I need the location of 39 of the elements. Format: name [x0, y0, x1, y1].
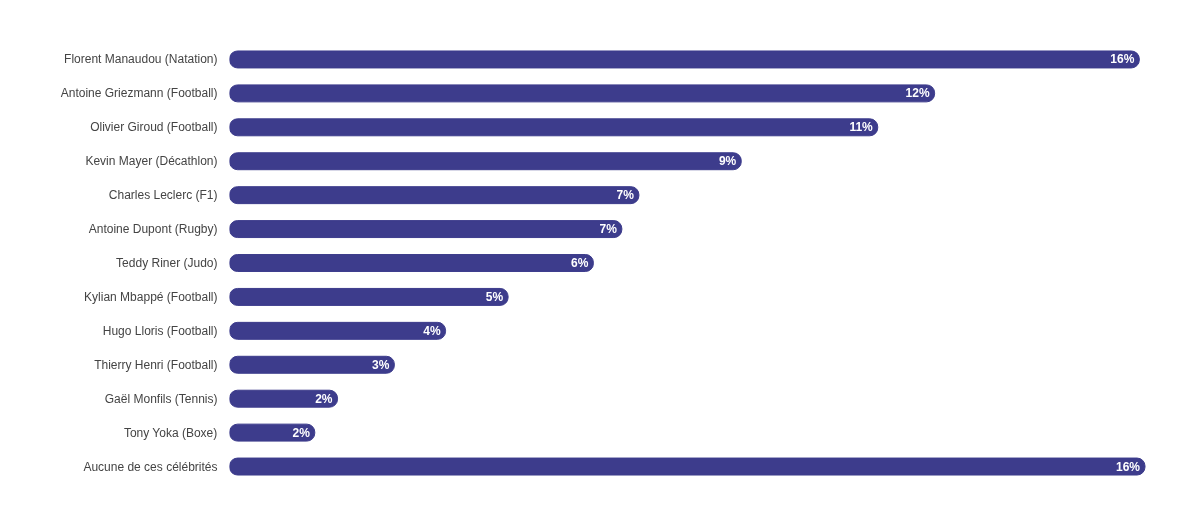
bar	[229, 186, 640, 205]
data-label: 4%	[423, 323, 441, 338]
y-tick-label: Antoine Griezmann (Football)	[60, 86, 218, 101]
y-tick-label: Tony Yoka (Boxe)	[123, 425, 218, 440]
y-tick-label: Kylian Mbappé (Football)	[84, 289, 218, 304]
bar	[229, 287, 509, 306]
y-tick-label: Teddy Riner (Judo)	[116, 256, 218, 270]
y-tick-label: Antoine Dupont (Rugby)	[88, 222, 218, 237]
data-label: 5%	[485, 289, 504, 304]
bar	[229, 389, 339, 408]
data-label: 16%	[1110, 52, 1135, 67]
y-tick-label: Olivier Giroud (Football)	[90, 120, 218, 135]
data-label: 7%	[599, 222, 618, 237]
data-label: 9%	[718, 154, 737, 169]
y-tick-label: Florent Manaudou (Natation)	[64, 52, 218, 67]
y-tick-label: Gaël Monfils (Tennis)	[104, 391, 218, 406]
bar	[229, 254, 594, 272]
bar	[229, 321, 447, 340]
bar	[229, 50, 1140, 69]
data-label: 2%	[292, 425, 311, 440]
y-tick-label: Charles Leclerc (F1)	[108, 188, 218, 203]
data-label: 16%	[1115, 459, 1141, 474]
bar	[229, 118, 879, 137]
bar	[229, 423, 316, 442]
y-tick-label: Aucune de ces célébrités	[83, 459, 218, 474]
bar	[229, 457, 1146, 476]
bar	[229, 220, 623, 239]
y-tick-label: Thierry Henri (Football)	[94, 357, 218, 372]
bar	[229, 355, 395, 374]
data-label: 6%	[571, 256, 589, 270]
y-tick-label: Hugo Lloris (Football)	[102, 323, 218, 338]
data-label: 2%	[315, 391, 333, 406]
bar	[229, 152, 742, 171]
data-label: 3%	[372, 357, 390, 372]
y-tick-label: Kevin Mayer (Décathlon)	[85, 154, 218, 169]
data-label: 11%	[849, 120, 874, 135]
data-label: 7%	[616, 188, 635, 203]
data-label: 12%	[905, 86, 930, 101]
bar	[229, 84, 936, 103]
